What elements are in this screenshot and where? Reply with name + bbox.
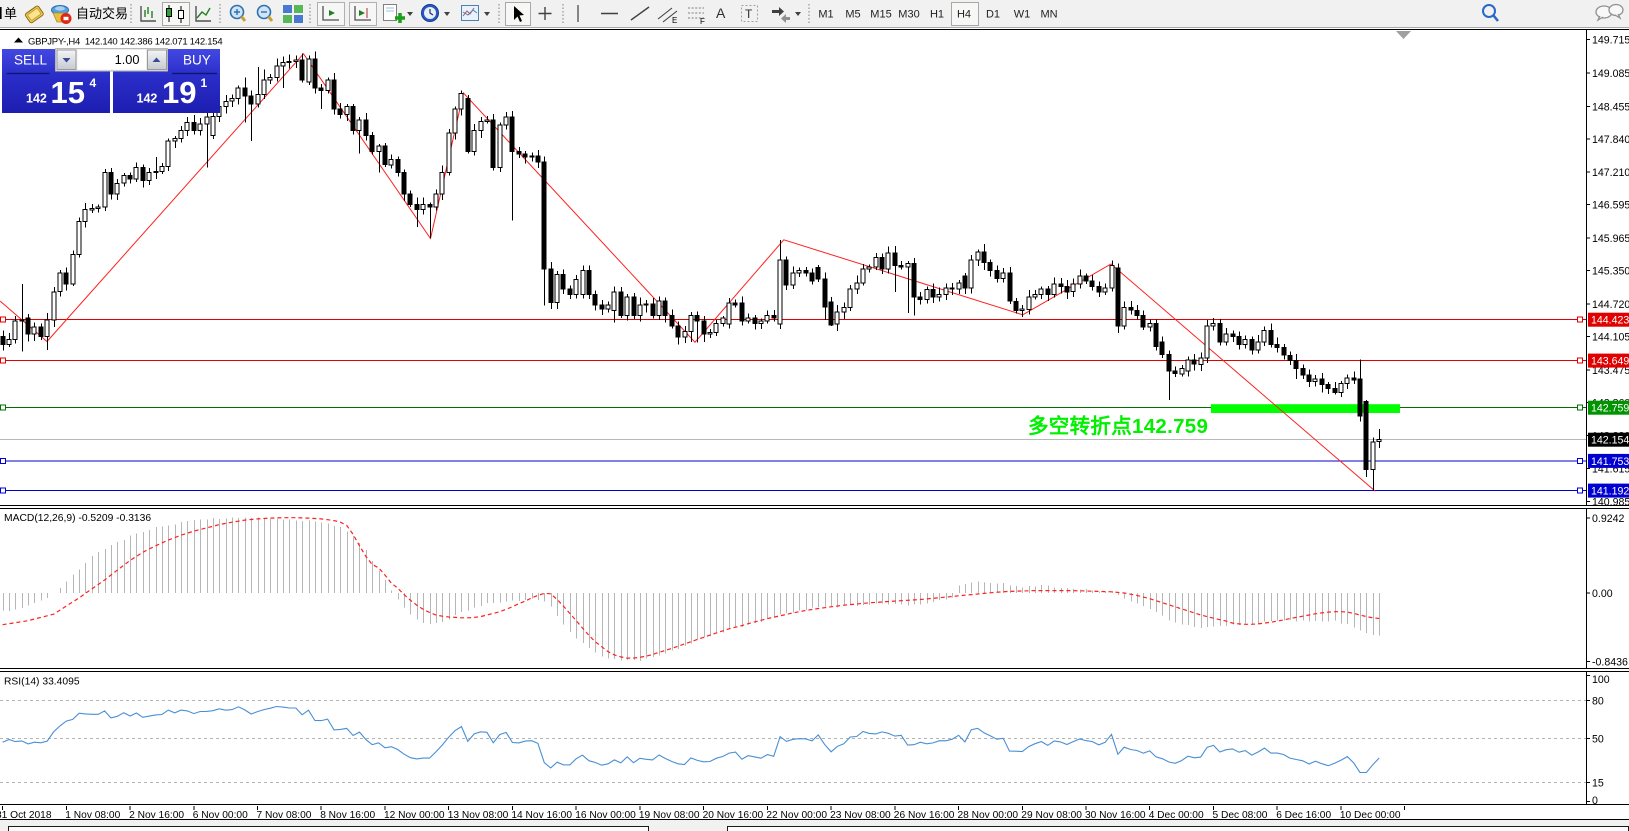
svg-text:H1: H1 — [930, 9, 944, 21]
svg-text:M30: M30 — [898, 9, 919, 21]
svg-text:16 Nov 00:00: 16 Nov 00:00 — [575, 810, 636, 821]
svg-text:7 Nov 08:00: 7 Nov 08:00 — [257, 810, 312, 821]
svg-text:1.00: 1.00 — [115, 52, 140, 67]
svg-text:145.965: 145.965 — [1592, 233, 1629, 245]
svg-text:12 Nov 00:00: 12 Nov 00:00 — [384, 810, 445, 821]
svg-text:142.154: 142.154 — [1591, 435, 1629, 447]
svg-text:19: 19 — [162, 75, 196, 110]
svg-text:143.475: 143.475 — [1592, 365, 1629, 377]
svg-text:15: 15 — [51, 75, 85, 110]
svg-text:MN: MN — [1040, 9, 1057, 21]
svg-text:144.720: 144.720 — [1592, 299, 1629, 311]
svg-text:1: 1 — [201, 76, 208, 90]
svg-text:RSI(14) 33.4095: RSI(14) 33.4095 — [4, 677, 80, 688]
svg-text:2 Nov 16:00: 2 Nov 16:00 — [129, 810, 184, 821]
svg-text:100: 100 — [1592, 674, 1610, 686]
svg-text:148.455: 148.455 — [1592, 101, 1629, 113]
svg-text:141.753: 141.753 — [1591, 456, 1629, 468]
svg-text:140.985: 140.985 — [1592, 497, 1629, 509]
svg-text:6 Nov 00:00: 6 Nov 00:00 — [193, 810, 248, 821]
svg-text:31 Oct 2018: 31 Oct 2018 — [0, 810, 52, 821]
svg-text:143.649: 143.649 — [1591, 356, 1629, 368]
svg-text:28 Nov 00:00: 28 Nov 00:00 — [958, 810, 1019, 821]
svg-text:30 Nov 16:00: 30 Nov 16:00 — [1085, 810, 1146, 821]
svg-text:50: 50 — [1592, 734, 1604, 746]
svg-text:4 Dec 00:00: 4 Dec 00:00 — [1149, 810, 1204, 821]
svg-text:5 Dec 08:00: 5 Dec 08:00 — [1213, 810, 1268, 821]
svg-text:10 Dec 00:00: 10 Dec 00:00 — [1340, 810, 1401, 821]
svg-text:GBPJPY-,H4 142.140 142.386 14: GBPJPY-,H4 142.140 142.386 142.071 142.1… — [28, 37, 222, 48]
svg-text:142: 142 — [137, 92, 158, 106]
svg-text:A: A — [716, 5, 726, 21]
svg-text:-0.8436: -0.8436 — [1592, 657, 1628, 669]
svg-text:22 Nov 00:00: 22 Nov 00:00 — [766, 810, 827, 821]
svg-text:20 Nov 16:00: 20 Nov 16:00 — [703, 810, 764, 821]
svg-text:W1: W1 — [1014, 9, 1031, 21]
svg-text:149.085: 149.085 — [1592, 68, 1629, 80]
svg-text:80: 80 — [1592, 696, 1604, 708]
svg-text:144.105: 144.105 — [1592, 332, 1629, 344]
svg-text:8 Nov 16:00: 8 Nov 16:00 — [320, 810, 375, 821]
svg-text:单: 单 — [4, 6, 17, 21]
svg-text:T: T — [745, 7, 753, 21]
svg-text:M15: M15 — [870, 9, 891, 21]
svg-text:13 Nov 08:00: 13 Nov 08:00 — [448, 810, 509, 821]
svg-text:15: 15 — [1592, 778, 1604, 790]
svg-text:D1: D1 — [986, 9, 1000, 21]
svg-text:144.423: 144.423 — [1591, 315, 1629, 327]
svg-text:29 Nov 08:00: 29 Nov 08:00 — [1021, 810, 1082, 821]
svg-text:E: E — [672, 16, 677, 25]
svg-text:146.595: 146.595 — [1592, 200, 1629, 212]
svg-text:142: 142 — [26, 92, 47, 106]
svg-text:142.759: 142.759 — [1591, 403, 1629, 415]
svg-text:MACD(12,26,9) -0.5209 -0.3136: MACD(12,26,9) -0.5209 -0.3136 — [4, 513, 151, 524]
svg-text:H4: H4 — [957, 9, 971, 21]
svg-text:6 Dec 16:00: 6 Dec 16:00 — [1276, 810, 1331, 821]
svg-text:M5: M5 — [845, 9, 860, 21]
svg-text:0.00: 0.00 — [1592, 588, 1613, 600]
svg-text:147.210: 147.210 — [1592, 167, 1629, 179]
svg-text:149.715: 149.715 — [1592, 35, 1629, 47]
svg-text:0: 0 — [1592, 795, 1598, 807]
svg-text:F: F — [700, 17, 705, 26]
svg-text:0.9242: 0.9242 — [1592, 513, 1625, 525]
svg-text:141.192: 141.192 — [1591, 486, 1629, 498]
svg-text:145.350: 145.350 — [1592, 266, 1629, 278]
svg-text:BUY: BUY — [183, 53, 211, 68]
svg-text:SELL: SELL — [14, 53, 48, 68]
svg-text:14 Nov 16:00: 14 Nov 16:00 — [511, 810, 572, 821]
svg-text:M1: M1 — [818, 9, 833, 21]
svg-text:多空转折点142.759: 多空转折点142.759 — [1028, 414, 1208, 438]
svg-text:19 Nov 08:00: 19 Nov 08:00 — [639, 810, 700, 821]
svg-text:1 Nov 08:00: 1 Nov 08:00 — [65, 810, 120, 821]
svg-text:自动交易: 自动交易 — [76, 6, 128, 21]
svg-text:23 Nov 08:00: 23 Nov 08:00 — [830, 810, 891, 821]
svg-text:4: 4 — [90, 76, 97, 90]
svg-text:147.840: 147.840 — [1592, 134, 1629, 146]
svg-text:26 Nov 16:00: 26 Nov 16:00 — [894, 810, 955, 821]
